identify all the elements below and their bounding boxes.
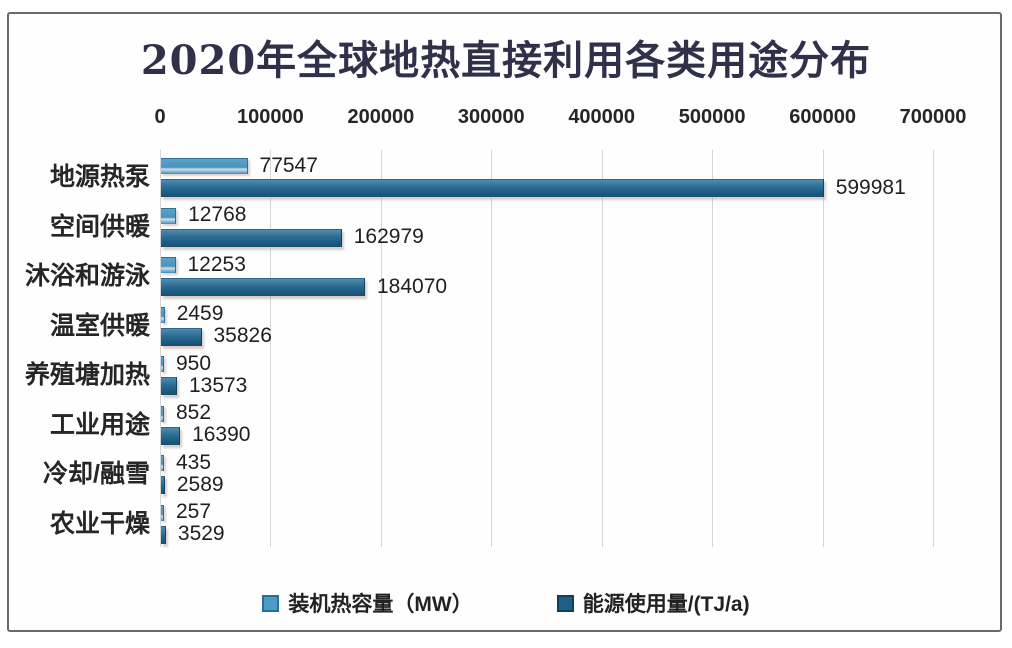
bar-series0-2 [161,207,177,224]
category-label: 温室供暖 [49,311,150,340]
bar-series1-8 [161,525,166,544]
bar-series1-7 [161,476,165,494]
bar-series1-5 [161,377,177,395]
x-tick-label-600000: 600000 [789,106,856,128]
x-tick-label-100000: 100000 [237,106,304,128]
legend-item-installed-capacity: 装机热容量（MW） [262,588,473,618]
value-label-series1: 35826 [213,324,272,347]
bar-series0-4 [161,306,165,323]
category-label: 冷却/融雪 [43,460,150,488]
legend-swatch-capacity-icon [262,594,280,612]
category-label: 养殖塘加热 [24,361,150,389]
category-label: 沐浴和游泳 [24,262,150,290]
legend-label-capacity: 装机热容量（MW） [288,593,473,616]
bar-series1-4 [161,327,202,346]
value-label-series0: 12768 [188,203,247,226]
legend-item-energy-use: 能源使用量/(TJ/a) [556,588,750,618]
chart-title: 2020年全球地热直接利用各类用途分布 [140,37,872,84]
gridline-600000 [822,150,824,547]
category-label: 地源热泵 [49,163,150,191]
bar-series0-3 [161,257,176,273]
value-label-series1: 162979 [353,225,424,248]
bar-series1-1 [161,179,824,197]
bar-series0-7 [161,455,164,471]
gridline-300000 [491,150,493,547]
value-label-series1: 184070 [377,274,448,298]
value-label-series0: 2459 [176,302,224,325]
value-label-series1: 3529 [177,522,225,545]
value-label-series1: 2589 [176,472,224,496]
gridline-500000 [712,150,714,547]
gridline-200000 [380,150,382,547]
category-label: 农业干燥 [49,509,150,538]
x-tick-label-500000: 500000 [678,106,746,128]
x-tick-label-700000: 700000 [899,106,967,128]
bar-series0-8 [161,504,164,521]
bar-series0-6 [161,405,164,422]
value-label-series0: 435 [176,450,212,474]
value-label-series1: 599981 [835,175,906,199]
legend-label-energy: 能源使用量/(TJ/a) [582,593,750,616]
category-label: 空间供暖 [49,212,150,241]
gridline-700000 [933,150,934,547]
value-label-series0: 257 [176,500,212,523]
x-tick-label-0: 0 [154,106,166,128]
x-tick-label-200000: 200000 [347,106,415,128]
category-label: 工业用途 [49,410,150,439]
value-label-series0: 77547 [259,153,318,177]
chart-frame [7,12,1002,632]
value-label-series0: 950 [176,351,212,375]
x-tick-label-300000: 300000 [457,106,525,128]
gridline-400000 [601,150,603,547]
legend: 装机热容量（MW） 能源使用量/(TJ/a) [0,588,1012,618]
value-label-series0: 852 [176,401,212,424]
bar-series1-3 [161,278,365,296]
bar-series0-5 [161,356,164,372]
bar-series1-2 [161,228,342,247]
gridline-100000 [270,150,272,547]
value-label-series0: 12253 [187,252,246,276]
bar-series1-6 [161,426,181,445]
legend-swatch-energy-icon [556,594,574,612]
value-label-series1: 16390 [192,423,251,446]
x-tick-label-400000: 400000 [568,106,636,128]
value-label-series1: 13573 [188,373,248,397]
gridline-0 [160,150,161,547]
bar-series0-1 [161,158,248,174]
